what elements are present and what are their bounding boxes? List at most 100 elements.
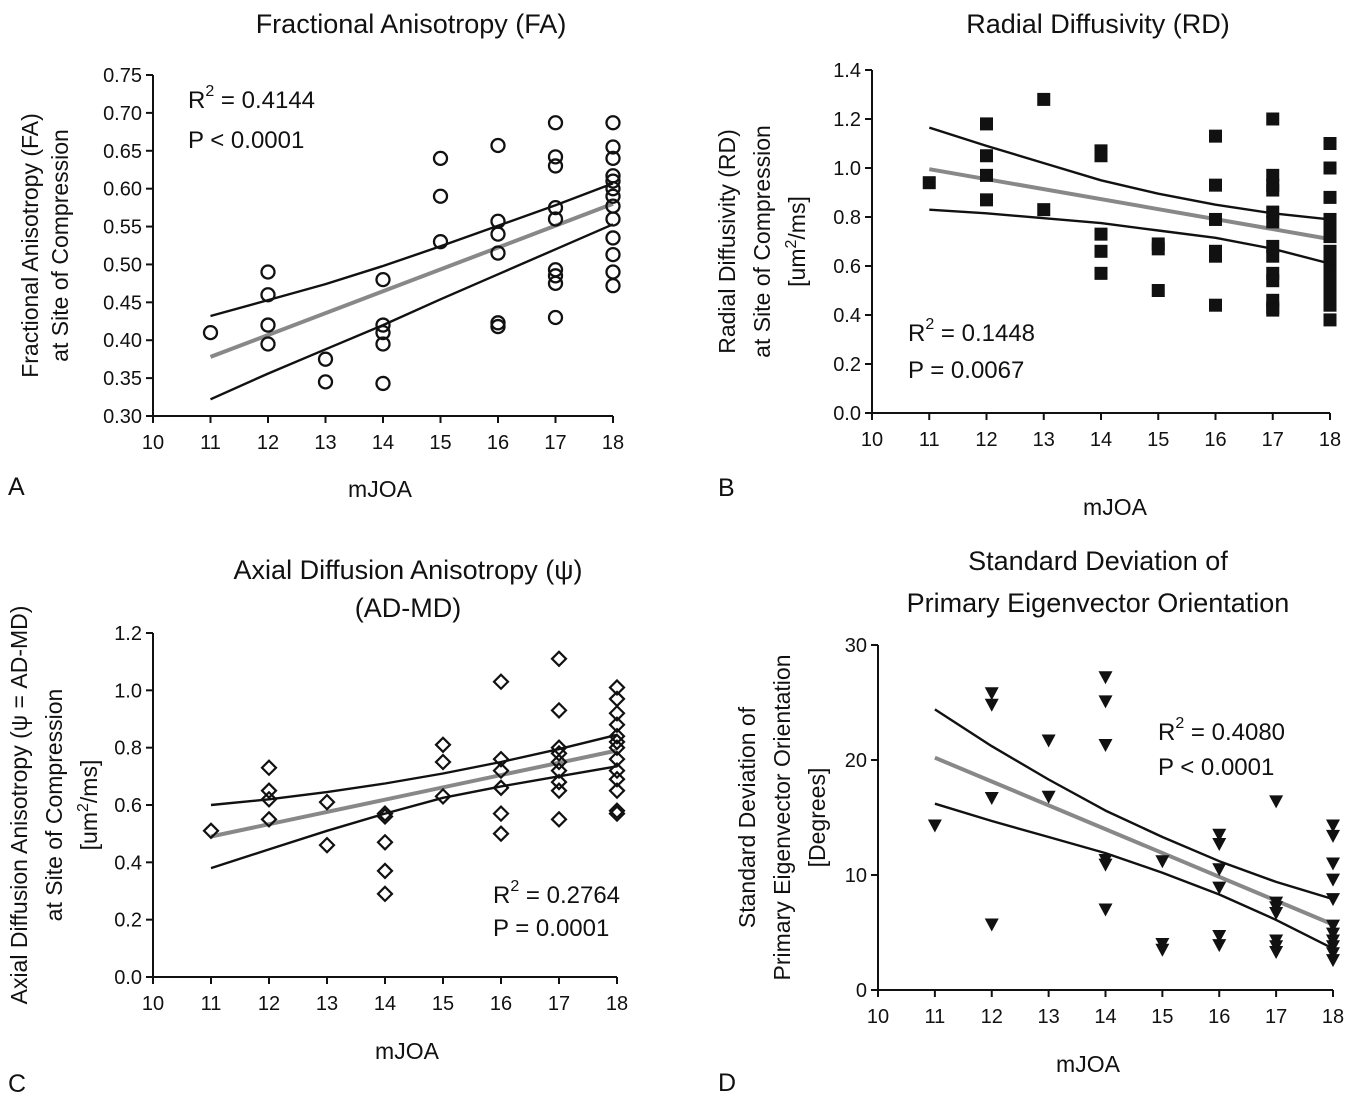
data-point bbox=[550, 701, 568, 719]
ci-upper-line bbox=[210, 182, 614, 318]
data-point bbox=[550, 762, 568, 780]
ci-upper-line bbox=[928, 126, 1331, 221]
data-point bbox=[1269, 906, 1284, 920]
x-tick-label: 12 bbox=[257, 432, 279, 454]
data-point bbox=[605, 188, 621, 204]
x-tick-label: 10 bbox=[861, 429, 883, 451]
data-point bbox=[1326, 940, 1340, 954]
y-tick-label: 0.4 bbox=[833, 305, 861, 327]
y-tick-label: 0.45 bbox=[103, 292, 142, 314]
x-tick-label: 13 bbox=[1038, 1006, 1060, 1028]
data-point bbox=[605, 181, 621, 197]
data-point bbox=[980, 193, 993, 207]
data-point bbox=[1212, 863, 1227, 877]
data-point bbox=[608, 805, 626, 823]
data-point bbox=[608, 727, 626, 745]
data-point bbox=[1098, 695, 1113, 709]
data-point bbox=[1266, 303, 1280, 317]
data-point bbox=[550, 753, 568, 771]
y-tick-label: 0.8 bbox=[833, 207, 861, 229]
x-tick-label: 10 bbox=[867, 1006, 889, 1028]
data-point bbox=[260, 790, 278, 808]
data-point bbox=[1266, 183, 1280, 197]
data-point bbox=[1323, 298, 1337, 312]
data-point bbox=[550, 744, 568, 762]
data-point bbox=[375, 317, 391, 333]
data-point bbox=[1155, 943, 1170, 957]
chart-title: Axial Diffusion Anisotropy (ψ) bbox=[234, 555, 583, 585]
data-point bbox=[605, 139, 621, 155]
data-point bbox=[318, 836, 336, 854]
data-point bbox=[1323, 137, 1337, 150]
y-tick-label: 0.6 bbox=[833, 256, 861, 278]
data-point bbox=[547, 199, 564, 216]
data-point bbox=[490, 245, 506, 261]
panel-a: Fractional Anisotropy (FA) 10 11 12 13 14 15 16… bbox=[8, 9, 624, 502]
data-point bbox=[1094, 149, 1108, 163]
y-tick-label: 0.50 bbox=[103, 254, 142, 276]
regression-line bbox=[934, 755, 1334, 927]
x-tick-label: 18 bbox=[1322, 1006, 1344, 1028]
y-tick-label: 0.0 bbox=[833, 403, 861, 425]
x-tick-label: 17 bbox=[544, 432, 566, 454]
r-squared-label: R2 = 0.4080 bbox=[1158, 715, 1285, 746]
data-point bbox=[1323, 230, 1337, 244]
data-point bbox=[260, 782, 278, 800]
data-point bbox=[1037, 203, 1051, 217]
chart-title: Primary Eigenvector Orientation bbox=[907, 588, 1290, 618]
y-tick-label: 0 bbox=[856, 980, 867, 1002]
panel-letter: B bbox=[718, 474, 735, 502]
data-point bbox=[432, 150, 449, 167]
data-point bbox=[434, 736, 452, 754]
chart-title: Fractional Anisotropy (FA) bbox=[256, 9, 567, 39]
data-point bbox=[492, 750, 510, 768]
data-point bbox=[1266, 249, 1280, 263]
data-point bbox=[202, 822, 220, 840]
y-tick-label: 30 bbox=[845, 635, 867, 657]
x-tick-label: 14 bbox=[1090, 429, 1112, 451]
data-point bbox=[376, 885, 394, 903]
y-tick-label: 0.70 bbox=[103, 103, 142, 125]
x-tick-label: 16 bbox=[487, 432, 509, 454]
data-point bbox=[376, 862, 394, 880]
data-point bbox=[608, 704, 626, 722]
data-point bbox=[1326, 927, 1340, 941]
data-point bbox=[605, 230, 621, 246]
x-tick-label: 18 bbox=[602, 432, 624, 454]
data-point bbox=[1269, 795, 1284, 809]
x-tick-label: 13 bbox=[1033, 429, 1055, 451]
y-tick-label: 0.8 bbox=[114, 738, 142, 760]
x-tick-label: 11 bbox=[919, 429, 940, 451]
data-point bbox=[1212, 828, 1227, 842]
y-tick-label: 0.65 bbox=[103, 141, 142, 163]
data-point bbox=[376, 807, 394, 826]
y-tick-label: 0.55 bbox=[103, 217, 142, 239]
x-tick-label: 14 bbox=[372, 432, 394, 454]
ci-lower-line bbox=[210, 223, 614, 401]
data-point bbox=[492, 762, 510, 780]
chart-title: Radial Diffusivity (RD) bbox=[966, 9, 1230, 39]
chart-title: (AD-MD) bbox=[355, 593, 461, 623]
data-point bbox=[1098, 671, 1113, 685]
data-point bbox=[547, 268, 564, 284]
data-point bbox=[1326, 873, 1340, 887]
x-axis-label: mJOA bbox=[1083, 494, 1148, 520]
y-tick-label: 0.4 bbox=[114, 852, 142, 874]
data-point bbox=[260, 287, 276, 303]
data-point bbox=[547, 275, 564, 292]
x-tick-label: 15 bbox=[432, 993, 454, 1015]
y-axis-label: Fractional Anisotropy (FA) bbox=[17, 113, 43, 378]
data-point bbox=[550, 810, 568, 828]
data-point bbox=[605, 264, 621, 280]
y-axis-label: at Site of Compression bbox=[41, 689, 67, 922]
data-point bbox=[1326, 857, 1340, 871]
data-point bbox=[1212, 939, 1227, 953]
data-point bbox=[492, 779, 510, 797]
data-point bbox=[547, 211, 564, 227]
x-tick-label: 16 bbox=[490, 993, 512, 1015]
y-axis-label: [um2/ms] bbox=[783, 196, 810, 287]
data-point bbox=[1212, 929, 1227, 943]
data-point bbox=[1209, 298, 1222, 312]
data-point bbox=[492, 805, 510, 823]
